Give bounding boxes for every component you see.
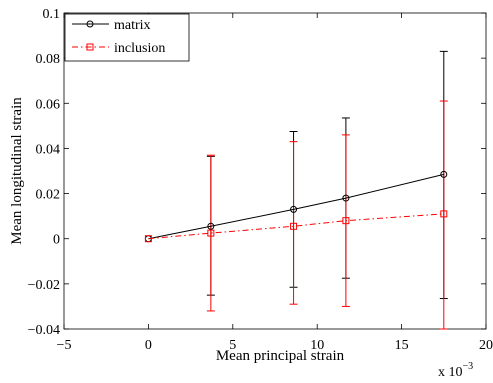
y-tick-label-3: 0.02 xyxy=(36,188,61,203)
y-tick-label-0: −0.04 xyxy=(28,323,60,338)
plot-area xyxy=(63,12,487,330)
x-tick-label-2: 5 xyxy=(229,338,236,353)
series-lines xyxy=(148,173,444,240)
data-point-inclusion-3 xyxy=(342,217,350,225)
y-tick-label-4: 0.04 xyxy=(36,142,61,157)
legend-inclusion-label: inclusion xyxy=(114,41,165,56)
x-tick-label-1: 0 xyxy=(145,338,152,353)
data-point-inclusion-1 xyxy=(207,229,215,237)
x-tick-label-3: 10 xyxy=(310,338,324,353)
y-tick-label-1: −0.02 xyxy=(28,278,60,293)
data-point-matrix-3 xyxy=(342,194,350,202)
y-tick-label-2: 0 xyxy=(53,233,60,248)
x-tick-label-5: 20 xyxy=(479,338,493,353)
data-point-inclusion-4 xyxy=(440,210,448,218)
axis-ticks: −5 0 5 10 15 20 −0.04 −0.02 0 0.02 0.04 0.06 0.08 0.1 xyxy=(28,7,493,353)
x-axis-multiplier-base: x 10 xyxy=(438,365,463,380)
x-tick-label-4: 15 xyxy=(395,338,409,353)
x-axis-title: Mean principal strain xyxy=(216,348,345,364)
legend-inclusion-marker xyxy=(86,43,94,51)
data-point-inclusion-2 xyxy=(290,222,298,230)
x-axis-multiplier-exponent: −3 xyxy=(463,361,474,372)
y-tick-label-7: 0.1 xyxy=(43,7,61,22)
y-axis-title: Mean longitudinal strain xyxy=(9,97,25,245)
series-markers xyxy=(144,170,448,243)
legend-matrix-marker xyxy=(86,20,94,28)
x-axis-multiplier: x 10−3 xyxy=(438,361,473,380)
series-line-inclusion xyxy=(148,213,444,240)
data-point-inclusion-0 xyxy=(144,235,152,243)
legend: matrix inclusion xyxy=(64,13,190,62)
legend-box xyxy=(64,13,190,62)
y-tick-label-5: 0.06 xyxy=(36,97,61,112)
data-point-matrix-1 xyxy=(207,222,215,230)
x-tick-label-0: −5 xyxy=(57,338,72,353)
series-line-matrix xyxy=(148,173,444,240)
data-point-matrix-2 xyxy=(290,205,298,213)
y-tick-label-6: 0.08 xyxy=(36,52,61,67)
data-point-matrix-4 xyxy=(440,170,448,178)
legend-matrix-label: matrix xyxy=(114,18,151,33)
